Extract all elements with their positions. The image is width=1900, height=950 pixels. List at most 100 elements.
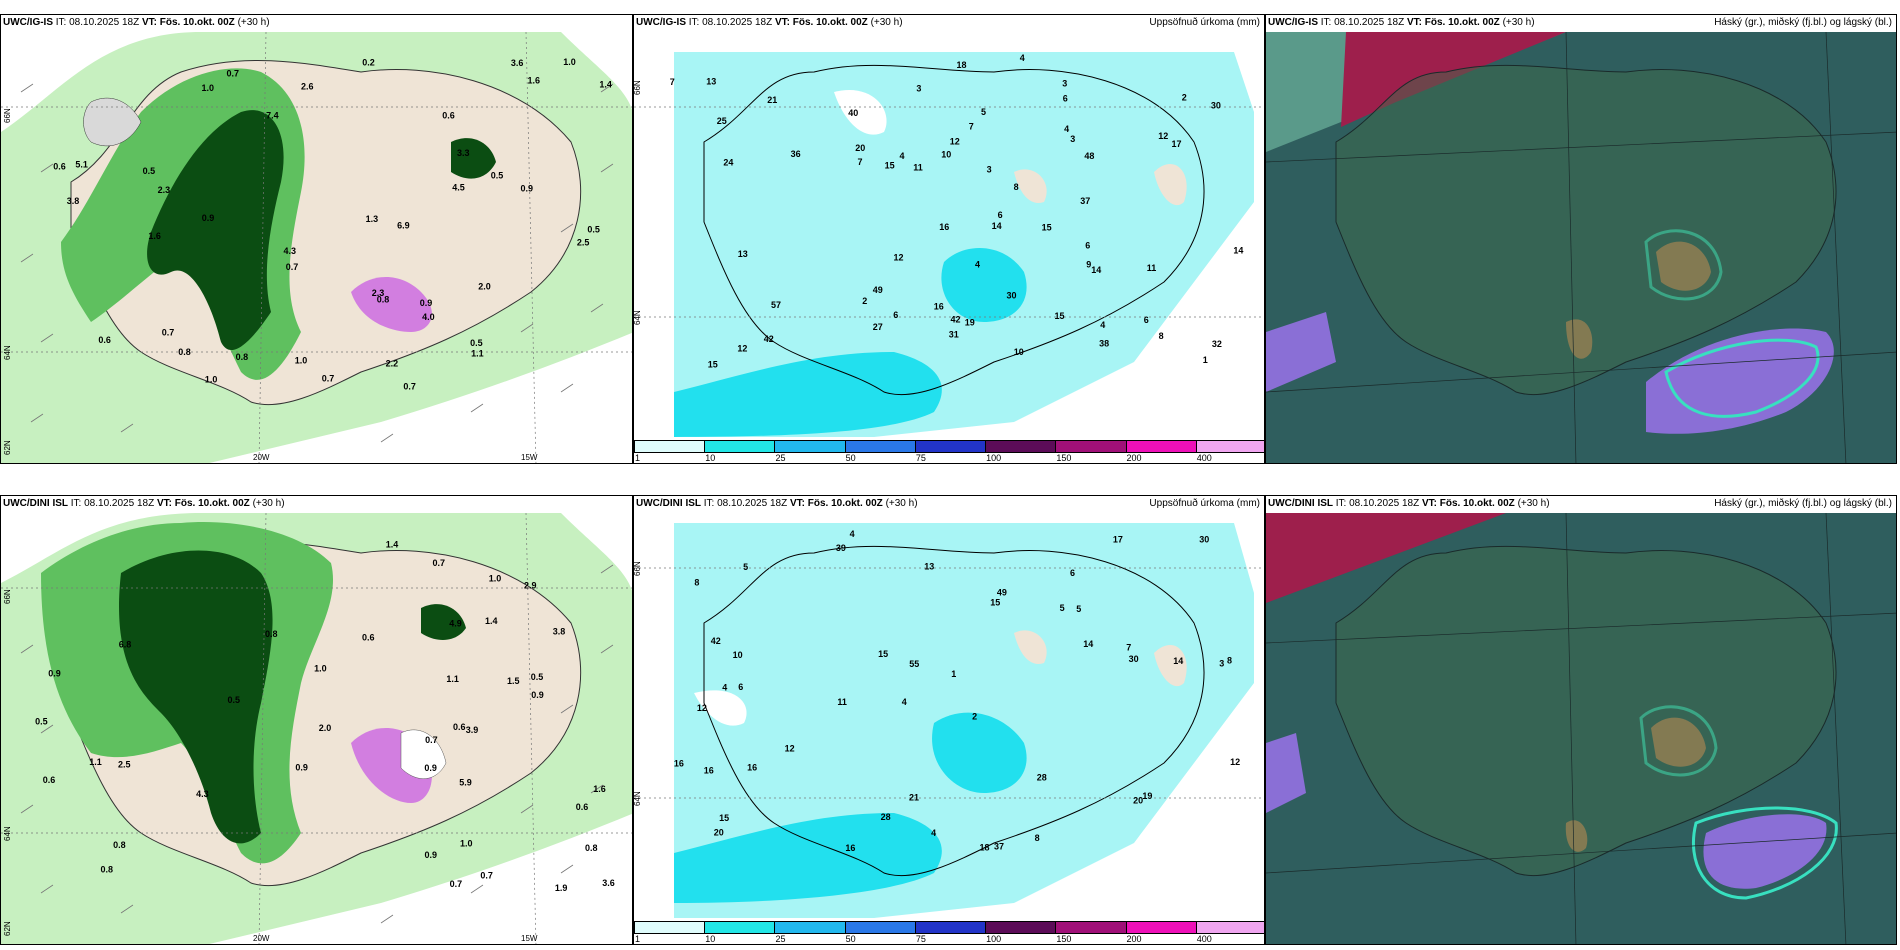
map-value-label: 6.9 — [397, 221, 410, 231]
map-value-label: 3.3 — [457, 148, 470, 158]
colorbar-cell — [985, 921, 1057, 934]
map-value-label: 6 — [893, 310, 898, 320]
map-value-label: 31 — [949, 330, 959, 340]
map-value-label: 13 — [706, 76, 716, 86]
panel-right-title: Háský (gr.), miðský (fj.bl.) og lágský (… — [1714, 498, 1892, 509]
map-value-label: 0.6 — [53, 162, 66, 172]
map-value-label: 2.6 — [301, 81, 314, 91]
colorbar-cell — [1125, 921, 1197, 934]
map-value-label: 16 — [934, 302, 944, 312]
map-value-label: 13 — [738, 249, 748, 259]
map-value-label: 19 — [965, 318, 975, 328]
map-value-label: 0.9 — [424, 763, 437, 773]
map-value-label: 3 — [916, 83, 921, 93]
map-value-label: 15 — [1055, 311, 1065, 321]
map-value-label: 12 — [697, 703, 707, 713]
map-value-label: 15 — [990, 597, 1000, 607]
map-value-label: 11 — [837, 697, 847, 707]
map-value-label: 2.0 — [319, 723, 332, 733]
colorbar-cell — [1055, 440, 1127, 453]
colorbar-cell — [844, 440, 916, 453]
map-value-label: 20 — [855, 143, 865, 153]
lat-label-66n: 66N — [633, 80, 642, 95]
colorbar-cell — [774, 921, 846, 934]
map-value-label: 5 — [1076, 604, 1081, 614]
map-value-label: 17 — [1113, 534, 1123, 544]
map-value-label: 2.3 — [158, 185, 171, 195]
map-value-label: 57 — [771, 300, 781, 310]
map-value-label: 0.7 — [322, 374, 335, 384]
map-value-label: 0.6 — [362, 633, 375, 643]
cloud-cover-map — [1266, 32, 1896, 463]
map-value-label: 7 — [969, 122, 974, 132]
map-value-label: 0.5 — [531, 672, 544, 682]
map-value-label: 0.9 — [531, 690, 544, 700]
map-value-label: 2.2 — [386, 358, 399, 368]
map-value-label: 2 — [972, 712, 977, 722]
map-value-label: 2.0 — [478, 282, 491, 292]
panel-title: UWC/DINI ISL IT: 08.10.2025 18Z VT: Fös.… — [1268, 498, 1550, 509]
map-value-label: 0.7 — [425, 735, 438, 745]
colorbar-cell — [914, 921, 987, 934]
panel-cloud-cover-r2: UWC/DINI ISL IT: 08.10.2025 18Z VT: Fös.… — [1265, 495, 1897, 945]
colorbar-cell — [1055, 921, 1127, 934]
colorbar-tick: 400 — [1196, 453, 1212, 463]
map-value-label: 0.5 — [470, 338, 483, 348]
map-value-label: 6.8 — [119, 640, 132, 650]
map-value-label: 9 — [1086, 259, 1091, 269]
map-value-label: 12 — [950, 137, 960, 147]
map-value-label: 0.8 — [113, 840, 126, 850]
panel-precip-rate-r2: UWC/DINI ISL IT: 08.10.2025 18Z VT: Fös.… — [0, 495, 633, 945]
map-value-label: 0.8 — [236, 352, 249, 362]
map-value-label: 0.5 — [491, 170, 504, 180]
colorbar-tick: 1 — [635, 934, 641, 944]
map-value-label: 3.6 — [602, 878, 615, 888]
map-value-label: 10 — [733, 650, 743, 660]
lat-label-64n: 64N — [3, 345, 12, 360]
map-value-label: 0.7 — [403, 381, 416, 391]
colorbar-cell — [704, 440, 776, 453]
map-value-label: 1.4 — [485, 616, 498, 626]
map-value-label: 0.5 — [143, 166, 156, 176]
map-value-label: 1.4 — [599, 80, 612, 90]
map-value-label: 4.3 — [284, 246, 297, 256]
map-value-label: 16 — [674, 759, 684, 769]
lat-label-62n: 62N — [3, 440, 12, 455]
map-value-label: 18 — [957, 60, 967, 70]
map-value-label: 21 — [909, 793, 919, 803]
colorbar: 1 10 25 50 75 100 150 200 400 — [634, 920, 1264, 944]
map-value-label: 2.9 — [524, 581, 537, 591]
precip-rate-map: 0.9 1.6 1.5 0.6 0.9 1.4 0.5 1.0 0.8 0.7 0.6 0.7 0.6 5… — [1, 513, 632, 944]
map-value-label: 2 — [1182, 93, 1187, 103]
map-value-label: 1.1 — [89, 757, 102, 767]
map-value-label: 4 — [722, 683, 727, 693]
map-value-label: 12 — [894, 253, 904, 263]
map-value-label: 7 — [670, 77, 675, 87]
map-value-label: 4 — [1064, 124, 1069, 134]
map-value-label: 5 — [743, 562, 748, 572]
colorbar-cell — [1125, 440, 1197, 453]
map-value-label: 4 — [975, 259, 980, 269]
map-value-label: 18 — [980, 842, 990, 852]
colorbar-cell — [985, 440, 1057, 453]
map-value-label: 1.6 — [148, 231, 161, 241]
map-value-label: 0.7 — [433, 558, 446, 568]
lon-label-20w: 20W — [253, 934, 270, 943]
lon-label-15w: 15W — [521, 934, 538, 943]
map-value-label: 0.7 — [162, 327, 175, 337]
map-value-label: 7 — [1126, 642, 1131, 652]
map-value-label: 0.8 — [377, 294, 390, 304]
map-value-label: 21 — [767, 95, 777, 105]
map-value-label: 55 — [909, 659, 919, 669]
colorbar-tick: 25 — [775, 934, 786, 944]
map-value-label: 0.7 — [480, 870, 493, 880]
map-value-label: 3.8 — [553, 627, 566, 637]
map-value-label: 16 — [939, 222, 949, 232]
map-value-label: 39 — [836, 543, 846, 553]
map-value-label: 42 — [711, 636, 721, 646]
map-value-label: 3.6 — [511, 58, 524, 68]
map-value-label: 0.8 — [265, 629, 278, 639]
map-value-label: 1.1 — [446, 674, 459, 684]
map-value-label: 8 — [1035, 833, 1040, 843]
map-value-label: 30 — [1129, 654, 1139, 664]
